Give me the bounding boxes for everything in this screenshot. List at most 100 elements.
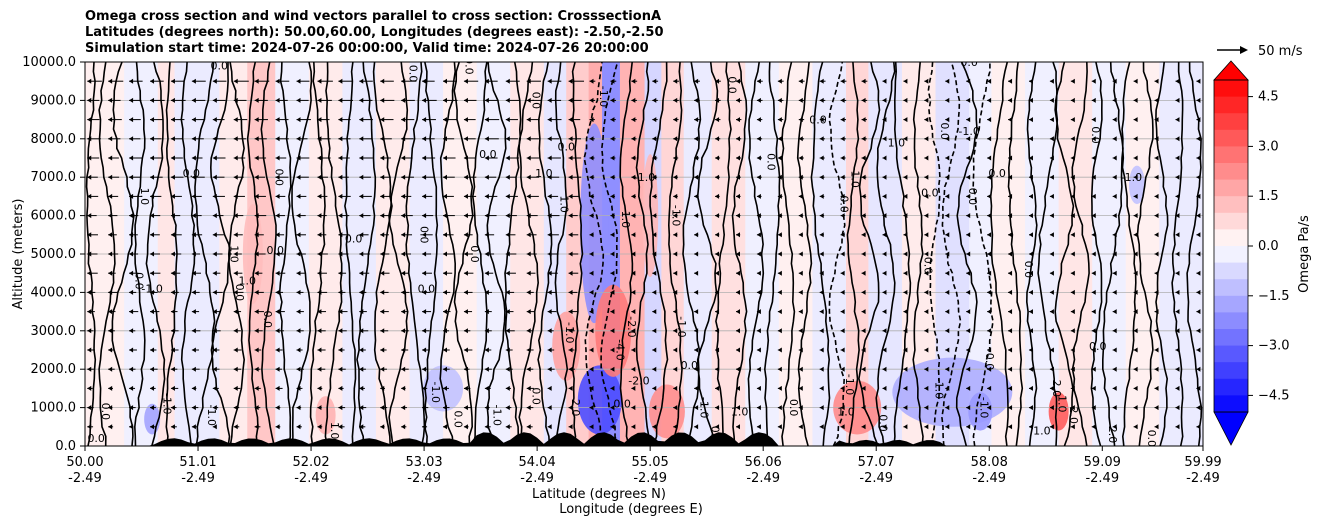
wind-arrow-head xyxy=(756,405,761,411)
wind-arrow-head xyxy=(463,251,468,257)
omega-contour xyxy=(583,62,605,446)
wind-arrow-head xyxy=(526,289,531,295)
x-tick-label-lon: -2.49 xyxy=(746,471,780,486)
colorbar-band xyxy=(1214,129,1248,147)
wind-arrow-head xyxy=(296,328,301,334)
wind-arrow-head xyxy=(484,366,489,372)
wind-arrow-head xyxy=(254,193,259,199)
wind-arrow-head xyxy=(1196,136,1201,142)
wind-arrow-head xyxy=(987,289,992,295)
colorbar-tick-label: 0.0 xyxy=(1258,239,1279,254)
contour-label: -1.0 xyxy=(977,397,990,418)
wind-arrow-head xyxy=(924,309,929,315)
wind-arrow-head xyxy=(694,117,699,123)
contour-label: -1.0 xyxy=(1121,171,1142,184)
colorbar: 4.5 3.0 1.5 0.0 −1.5 −3.0 −4.5 Omega Pa/s xyxy=(1213,60,1312,446)
wind-arrow-head xyxy=(631,385,636,391)
wind-arrow-head xyxy=(1028,232,1033,238)
wind-arrow-head xyxy=(631,328,636,334)
wind-arrow-head xyxy=(296,309,301,315)
wind-arrow-head xyxy=(924,251,929,257)
wind-arrow-head xyxy=(422,136,427,142)
wind-arrow-head xyxy=(108,193,113,199)
wind-arrow-head xyxy=(840,309,845,315)
wind-arrow-head xyxy=(1070,289,1075,295)
wind-arrow-head xyxy=(987,174,992,180)
wind-arrow-head xyxy=(463,155,468,161)
wind-arrow-head xyxy=(924,347,929,353)
wind-arrow-head xyxy=(380,232,385,238)
wind-arrow-head xyxy=(526,78,531,84)
x-tick-label-lon: -2.49 xyxy=(294,471,328,486)
wind-arrow-head xyxy=(401,270,406,276)
wind-arrow-head xyxy=(547,78,552,84)
wind-arrow-head xyxy=(443,193,448,199)
wind-arrow-head xyxy=(610,136,615,142)
wind-arrow-head xyxy=(924,213,929,219)
wind-arrow-head xyxy=(945,347,950,353)
x-tick-label-lat: 57.07 xyxy=(858,455,895,470)
wind-arrow-head xyxy=(547,328,552,334)
wind-arrow-head xyxy=(401,251,406,257)
wind-arrow-head xyxy=(631,424,636,430)
wind-arrow-head xyxy=(652,424,657,430)
wind-arrow-head xyxy=(1133,270,1138,276)
x-tick-label-lat: 54.04 xyxy=(519,455,556,470)
wind-arrow-head xyxy=(150,289,155,295)
wind-arrow-head xyxy=(463,347,468,353)
wind-arrow-head xyxy=(170,347,175,353)
wind-arrow-head xyxy=(233,347,238,353)
wind-arrow-head xyxy=(547,405,552,411)
wind-arrow-head xyxy=(819,213,824,219)
wind-arrow-head xyxy=(903,213,908,219)
wind-arrow-head xyxy=(882,405,887,411)
wind-arrow-head xyxy=(777,117,782,123)
wind-arrow-head xyxy=(484,270,489,276)
wind-arrow-head xyxy=(1008,78,1013,84)
x-tick-label-lat: 56.06 xyxy=(745,455,782,470)
wind-arrow-head xyxy=(756,424,761,430)
wind-arrow-head xyxy=(1196,97,1201,103)
wind-arrow-head xyxy=(589,270,594,276)
wind-arrow-head xyxy=(547,117,552,123)
colorbar-band xyxy=(1214,96,1248,114)
contour-label: 0.0 xyxy=(787,399,800,417)
wind-arrow-head xyxy=(924,97,929,103)
wind-arrow-head xyxy=(317,347,322,353)
wind-arrow-head xyxy=(966,347,971,353)
wind-arrow-head xyxy=(1112,366,1117,372)
wind-arrow-head xyxy=(798,347,803,353)
wind-arrow-head xyxy=(568,405,573,411)
wind-arrow-head xyxy=(87,213,92,219)
wind-arrow-head xyxy=(735,213,740,219)
wind-arrow-head xyxy=(903,309,908,315)
wind-arrow-head xyxy=(756,193,761,199)
wind-arrow-head xyxy=(987,366,992,372)
y-tick-label: 6000.0 xyxy=(31,209,77,224)
wind-arrow-head xyxy=(882,97,887,103)
wind-arrow-head xyxy=(505,232,510,238)
wind-arrow-head xyxy=(568,289,573,295)
wind-arrow-head xyxy=(463,385,468,391)
contour-label: 0.0 xyxy=(988,167,1006,180)
wind-arrow-head xyxy=(1070,328,1075,334)
wind-arrow-head xyxy=(735,174,740,180)
wind-arrow-head xyxy=(694,328,699,334)
contour-label: -1.0 xyxy=(843,374,856,395)
wind-arrow-head xyxy=(777,78,782,84)
wind-arrow-head xyxy=(422,232,427,238)
wind-arrow-head xyxy=(505,405,510,411)
wind-arrow-head xyxy=(903,136,908,142)
wind-arrow-head xyxy=(861,385,866,391)
wind-arrow-head xyxy=(526,174,531,180)
wind-arrow-head xyxy=(610,193,615,199)
wind-arrow-head xyxy=(380,78,385,84)
wind-arrow-head xyxy=(568,174,573,180)
wind-arrow-head xyxy=(903,174,908,180)
y-tick-label: 1000.0 xyxy=(31,401,77,416)
wind-arrow-head xyxy=(945,78,950,84)
wind-arrow-head xyxy=(401,136,406,142)
wind-arrow-head xyxy=(1008,174,1013,180)
wind-arrow-head xyxy=(129,347,134,353)
wind-arrow-head xyxy=(443,405,448,411)
